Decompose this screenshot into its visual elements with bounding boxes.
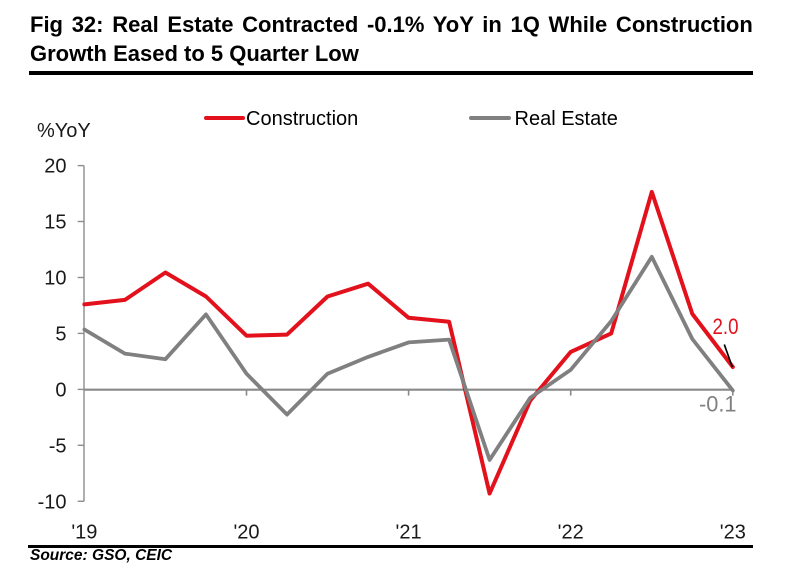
svg-text:5: 5 — [55, 324, 66, 346]
svg-text:10: 10 — [44, 268, 66, 290]
svg-text:15: 15 — [44, 212, 66, 234]
svg-text:'21: '21 — [396, 522, 422, 544]
svg-text:0: 0 — [55, 380, 66, 402]
svg-text:'19: '19 — [71, 522, 97, 544]
svg-text:-0.1: -0.1 — [699, 391, 737, 416]
svg-text:'20: '20 — [233, 522, 259, 544]
svg-text:-10: -10 — [38, 491, 67, 513]
svg-text:'23: '23 — [720, 522, 746, 544]
svg-text:'22: '22 — [558, 522, 584, 544]
svg-text:2.0: 2.0 — [713, 314, 739, 339]
svg-text:-5: -5 — [49, 435, 67, 457]
svg-text:20: 20 — [44, 156, 66, 178]
